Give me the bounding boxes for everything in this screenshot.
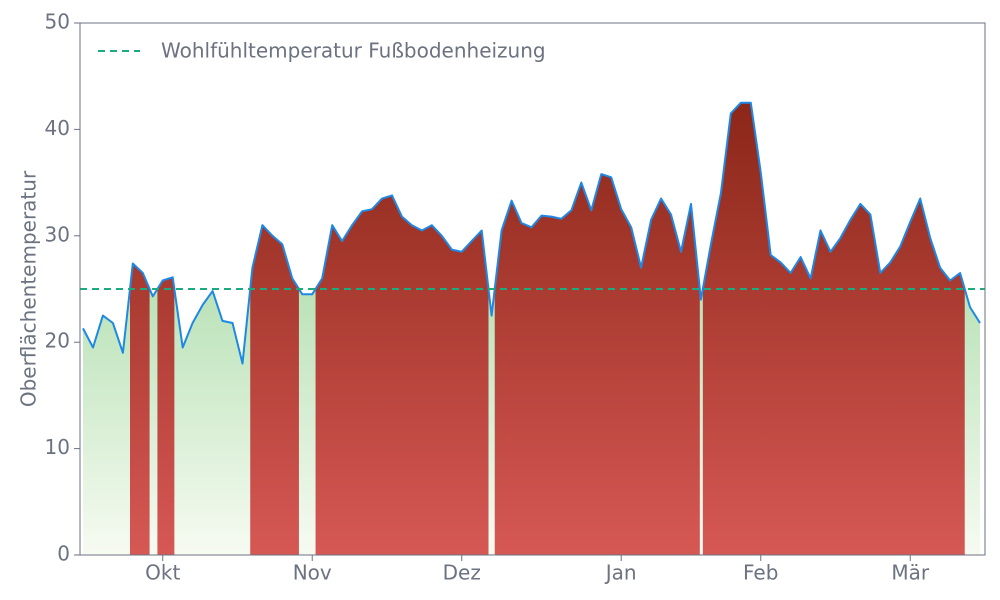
y-tick-label: 0: [57, 542, 70, 566]
x-tick-label: Feb: [743, 561, 778, 585]
y-tick-label: 10: [45, 435, 70, 459]
y-tick-label: 40: [45, 116, 70, 140]
x-tick-label: Dez: [443, 561, 481, 585]
x-tick-label: Okt: [145, 561, 180, 585]
y-axis-label: Oberflächentemperatur: [17, 170, 41, 407]
x-tick-label: Nov: [293, 561, 332, 585]
y-tick-label: 50: [45, 10, 70, 34]
y-tick-label: 30: [45, 222, 70, 246]
y-tick-label: 20: [45, 329, 70, 353]
line: [82, 101, 981, 365]
x-tick-label: Mär: [891, 561, 930, 585]
x-tick-label: Jan: [604, 561, 637, 585]
plot-frame: [79, 22, 986, 556]
legend-label: Wohlfühltemperatur Fußbodenheizung: [161, 39, 546, 63]
